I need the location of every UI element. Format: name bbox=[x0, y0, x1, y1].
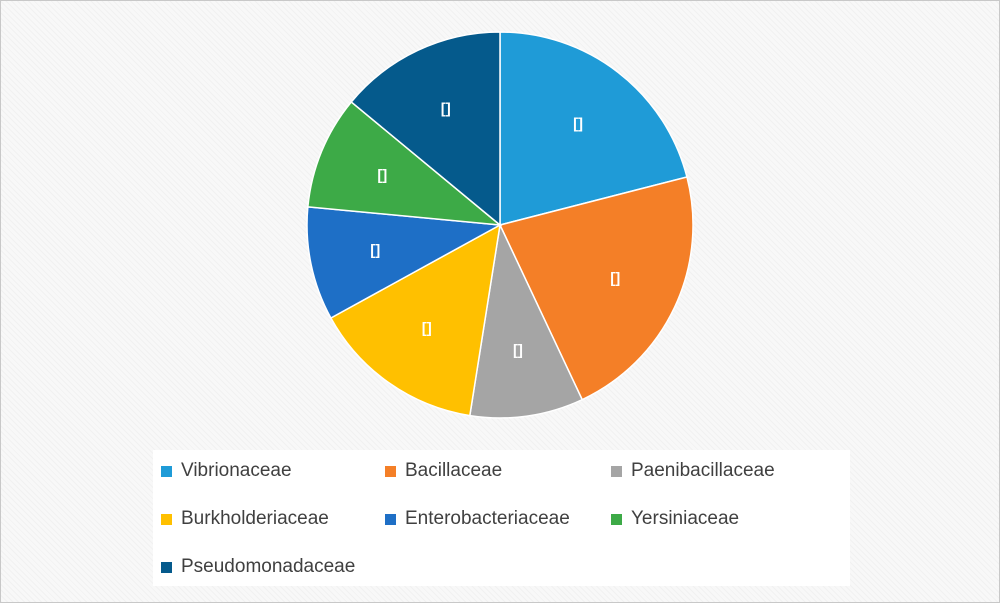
legend-item-bacillaceae: Bacillaceae bbox=[385, 460, 502, 482]
legend-swatch bbox=[385, 465, 396, 477]
legend-label: Yersiniaceae bbox=[631, 508, 740, 529]
legend-label: Bacillaceae bbox=[405, 460, 503, 481]
data-label-bacillaceae: [] bbox=[610, 270, 620, 287]
pie-slice-yersiniaceae bbox=[307, 100, 503, 226]
data-label-yersiniaceae: [] bbox=[377, 167, 387, 184]
legend-item-vibrionaceae: Vibrionaceae bbox=[161, 460, 292, 482]
legend-swatch bbox=[611, 465, 622, 477]
legend-item-pseudomonadaceae: Pseudomonadaceae bbox=[161, 556, 355, 578]
pie-slice-burkholderiaceae bbox=[329, 223, 501, 417]
pie-data-labels: [] [] [] [] [] [] [] bbox=[370, 101, 620, 359]
legend-label: Vibrionaceae bbox=[181, 460, 292, 481]
legend-label: Paenibacillaceae bbox=[631, 460, 775, 481]
legend-swatch bbox=[161, 465, 172, 477]
pie-slice-pseudomonadaceae bbox=[350, 31, 501, 227]
data-label-burkholderiaceae: [] bbox=[422, 320, 432, 337]
pie-slices bbox=[306, 31, 694, 419]
legend-item-enterobacteriaceae: Enterobacteriaceae bbox=[385, 508, 570, 530]
legend-label: Burkholderiaceae bbox=[181, 508, 329, 529]
legend-label: Enterobacteriaceae bbox=[405, 508, 570, 529]
data-label-enterobacteriaceae: [] bbox=[370, 242, 380, 259]
legend-item-yersiniaceae: Yersiniaceae bbox=[611, 508, 739, 530]
pie-slice-enterobacteriaceae bbox=[306, 206, 503, 319]
legend-swatch bbox=[161, 513, 172, 525]
legend-swatch bbox=[611, 513, 622, 525]
pie-slice-vibrionaceae bbox=[499, 31, 688, 226]
pie-slice-paenibacillaceae bbox=[468, 222, 584, 419]
pie-chart: [] [] [] [] [] [] [] bbox=[306, 31, 694, 419]
legend-swatch bbox=[161, 561, 172, 573]
data-label-paenibacillaceae: [] bbox=[513, 342, 523, 359]
legend-swatch bbox=[385, 513, 396, 525]
legend: Vibrionaceae Bacillaceae Paenibacillaceae B… bbox=[153, 450, 850, 586]
legend-item-burkholderiaceae: Burkholderiaceae bbox=[161, 508, 329, 530]
legend-item-paenibacillaceae: Paenibacillaceae bbox=[611, 460, 775, 482]
legend-label: Pseudomonadaceae bbox=[181, 556, 356, 577]
pie-slice-bacillaceae bbox=[498, 176, 694, 401]
data-label-pseudomonadaceae: [] bbox=[441, 101, 451, 118]
data-label-vibrionaceae: [] bbox=[573, 115, 583, 132]
